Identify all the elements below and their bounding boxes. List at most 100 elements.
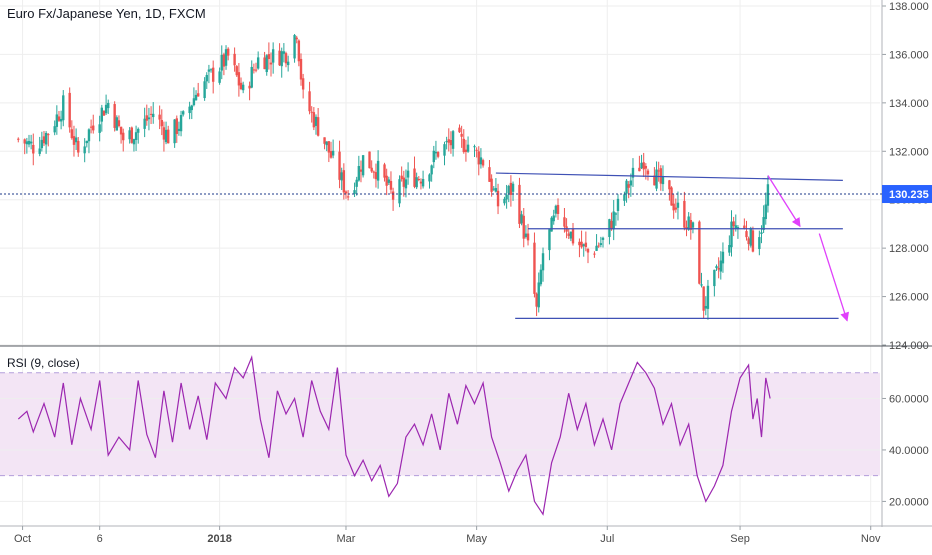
last-price-tag [882, 185, 932, 204]
candle-body [571, 228, 575, 244]
price-tick-label: 128.000 [889, 243, 929, 255]
candle-body [434, 151, 438, 154]
candle-body [119, 126, 123, 135]
candle-body [586, 249, 590, 253]
candle-body [451, 131, 455, 149]
candle-body [278, 50, 281, 66]
candle-body [372, 171, 376, 173]
candle-body [137, 128, 140, 133]
candle-body [218, 71, 221, 83]
candle-body [554, 205, 558, 214]
candle-body [55, 114, 59, 127]
candle-body [415, 177, 418, 188]
candle-body [524, 233, 528, 237]
candle-body [657, 170, 660, 172]
candle-body [220, 54, 223, 71]
candle-body [57, 116, 61, 121]
candle-body [473, 146, 476, 148]
candle-body [601, 237, 605, 240]
candle-body [413, 168, 416, 187]
candle-body [331, 150, 335, 156]
candle-body [659, 168, 663, 184]
candle-body [29, 141, 33, 144]
last-price-label: 130.235 [889, 189, 929, 201]
candle-body [717, 267, 720, 270]
candle-body [646, 170, 650, 175]
candle-body [308, 91, 311, 112]
candle-body [297, 40, 301, 62]
candle-body [704, 306, 707, 309]
candle-body [102, 111, 106, 116]
candle-body [32, 144, 35, 154]
candle-body [732, 221, 735, 227]
candle-body [462, 138, 465, 153]
candle-body [402, 177, 406, 187]
candle-body [567, 233, 570, 236]
candle-body [653, 175, 656, 186]
candle-body [271, 49, 275, 63]
candle-body [702, 286, 705, 311]
candle-body [179, 115, 183, 132]
candle-body [233, 53, 236, 66]
candle-body [74, 137, 78, 143]
rsi-band [0, 372, 880, 476]
candle-body [642, 162, 645, 170]
candle-body [70, 129, 74, 139]
candle-body [389, 180, 393, 190]
candle-body [507, 185, 510, 194]
candle-body [130, 127, 133, 143]
candle-body [226, 48, 230, 56]
candle-body [269, 62, 273, 65]
candle-body [751, 230, 755, 252]
time-tick-label: 2018 [207, 533, 231, 545]
candle-body [503, 198, 506, 204]
price-tick-label: 136.000 [889, 49, 929, 61]
candle-body [329, 151, 333, 158]
candle-body [158, 114, 161, 120]
candle-body [518, 184, 521, 224]
candle-body [77, 140, 80, 153]
candle-body [481, 160, 485, 166]
candle-body [152, 113, 155, 118]
candle-body [149, 113, 153, 115]
candle-body [248, 85, 251, 89]
candle-body [355, 179, 358, 187]
candle-body [265, 55, 268, 73]
candle-body [173, 119, 176, 144]
candle-body [719, 260, 722, 272]
candle-body [192, 98, 196, 106]
candle-body [83, 146, 86, 154]
candle-body [616, 198, 620, 211]
candles-group [17, 33, 770, 320]
candle-body [569, 231, 573, 239]
candle-body [706, 285, 710, 309]
candle-body [167, 129, 170, 144]
candle-body [640, 162, 643, 169]
candle-body [556, 204, 560, 214]
candle-body [361, 155, 365, 176]
candle-body [40, 139, 44, 149]
candle-body [689, 220, 693, 230]
candle-body [505, 194, 508, 200]
candle-body [314, 116, 318, 126]
candle-body [655, 169, 658, 189]
candle-body [383, 164, 386, 178]
candle-body [164, 129, 168, 143]
candle-body [419, 181, 423, 184]
candle-body [211, 67, 215, 82]
candle-body [312, 112, 316, 128]
candle-body [496, 190, 500, 207]
candle-body [610, 220, 613, 230]
candle-body [421, 178, 425, 187]
candle-body [747, 238, 750, 245]
candle-body [256, 57, 260, 69]
candle-body [196, 93, 200, 97]
candle-body [132, 139, 136, 145]
candle-body [239, 82, 243, 90]
candle-body [492, 188, 495, 190]
candle-body [683, 200, 686, 228]
candle-body [687, 216, 690, 230]
candle-body [117, 120, 121, 127]
candle-body [338, 151, 341, 180]
rsi-tick-label: 60.0000 [889, 393, 929, 405]
